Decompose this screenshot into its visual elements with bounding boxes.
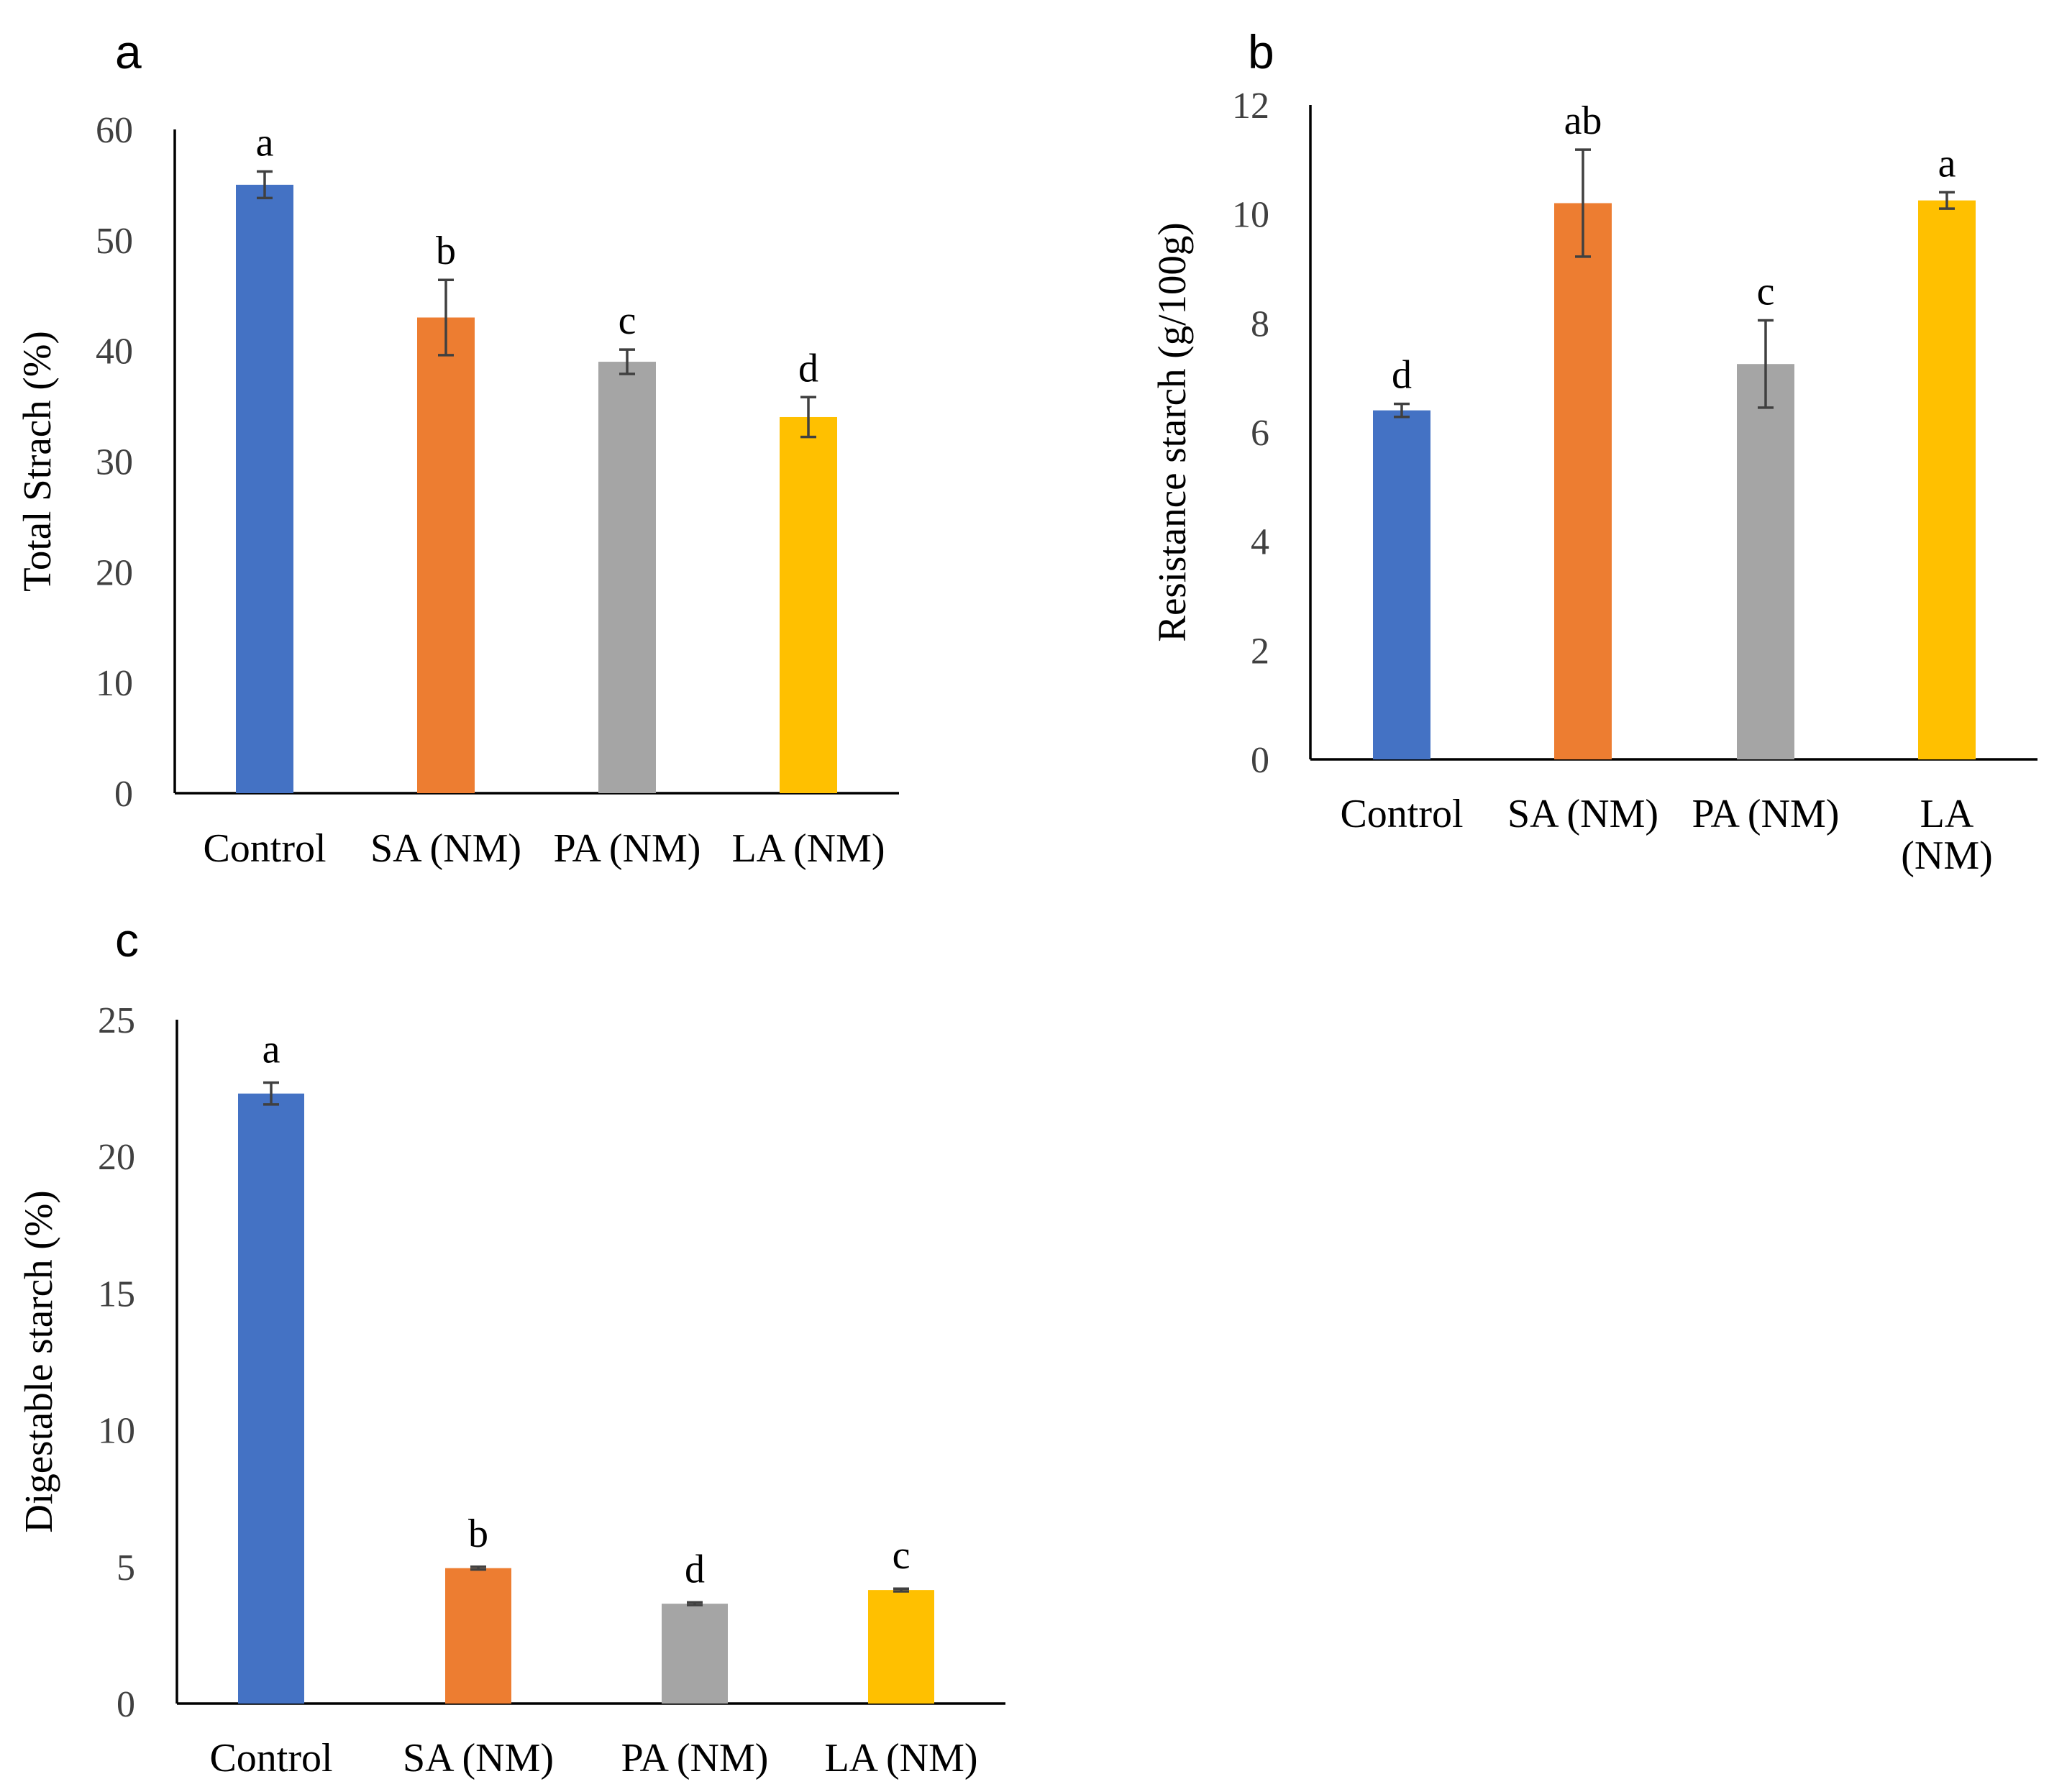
category-label: (NM) [1901,833,1993,878]
bar [780,416,837,793]
category-label: Control [1340,792,1463,836]
y-tick-label: 0 [1251,740,1269,781]
bar [417,317,475,793]
bar [598,362,656,793]
panel-letter: c [115,913,139,966]
y-tick-label: 40 [96,332,133,372]
bar [1918,200,1976,759]
significance-letter: ab [1564,99,1602,143]
y-tick-label: 0 [117,1684,135,1725]
category-label: LA (NM) [731,826,885,871]
y-tick-label: 10 [96,663,133,704]
y-axis-title: Digestable starch (%) [17,1190,60,1532]
significance-letter: c [1757,270,1775,314]
significance-letter: c [619,298,636,343]
error-bar [1758,319,1774,409]
y-tick-label: 25 [98,1000,135,1041]
error-bar [1394,402,1410,419]
y-tick-label: 4 [1251,522,1269,563]
y-tick-label: 0 [114,774,133,815]
error-bar [800,396,816,439]
significance-letter: c [893,1533,911,1578]
y-axis-title: Resistance starch (g/100g) [1150,222,1194,641]
y-tick-label: 50 [96,221,133,262]
y-tick-label: 30 [96,442,133,483]
category-label: Control [209,1736,332,1780]
category-label: PA (NM) [1692,792,1840,836]
y-tick-label: 12 [1232,86,1269,127]
error-bar [1575,148,1591,258]
category-label: PA (NM) [554,826,701,871]
significance-letter: a [1938,141,1956,186]
y-tick-label: 10 [98,1411,135,1452]
y-tick-label: 10 [1232,195,1269,236]
error-bar [470,1565,486,1571]
significance-letter: b [468,1512,488,1556]
category-label: SA (NM) [1507,792,1658,836]
y-tick-label: 6 [1251,413,1269,454]
significance-letter: b [436,229,456,273]
error-bar [257,170,273,200]
category-label: SA (NM) [370,826,521,871]
chart-panel-b: b 0 2 4 6 8 10 12 Resistance starch (g/100g) d Con… [1150,25,2037,878]
y-tick-label: 60 [96,110,133,151]
error-bar [1939,191,1955,210]
significance-letter: d [798,346,818,390]
significance-letter: d [1392,353,1412,398]
bar [445,1568,511,1704]
panel-letter: b [1248,25,1274,78]
chart-panel-c: c 0 5 10 15 20 25 Digestable starch (%) a Control… [17,913,1005,1780]
error-bar [893,1587,909,1593]
bar [1737,364,1794,759]
bar [236,184,293,794]
significance-letter: a [256,120,274,165]
bar [238,1093,304,1704]
panel-letter: a [115,25,142,78]
error-bar [438,278,454,357]
category-label: SA (NM) [403,1736,554,1780]
y-tick-label: 20 [96,552,133,593]
category-label: LA [1920,792,1974,836]
category-label: Control [203,826,326,871]
y-tick-label: 20 [98,1137,135,1178]
y-tick-label: 15 [98,1274,135,1315]
error-bar [619,348,635,375]
significance-letter: a [263,1027,280,1071]
bar [868,1590,934,1704]
category-label: LA (NM) [824,1736,977,1780]
y-tick-label: 2 [1251,631,1269,672]
y-tick-label: 5 [117,1548,135,1588]
error-bar [263,1081,279,1106]
chart-panel-a: a 0 10 20 30 40 50 60 Total Strach (%) a Control b S… [15,25,899,871]
significance-letter: d [685,1547,705,1591]
category-label: PA (NM) [621,1736,769,1780]
error-bar [687,1601,703,1606]
bar [1373,410,1430,759]
y-axis-title: Total Strach (%) [15,331,59,592]
y-tick-label: 8 [1251,303,1269,344]
bar [1554,203,1612,759]
bar [662,1604,728,1704]
